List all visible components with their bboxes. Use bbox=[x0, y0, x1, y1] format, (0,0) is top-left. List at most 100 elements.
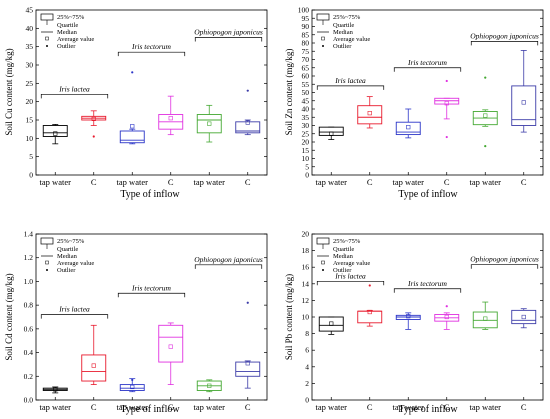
group-label: Iris lactea bbox=[334, 271, 366, 280]
y-tick-label: 0.4 bbox=[24, 348, 34, 357]
group-bracket-2: Ophiopogon japonicus bbox=[470, 255, 539, 269]
bracket-line bbox=[393, 67, 462, 72]
bracket-line bbox=[470, 264, 539, 269]
y-tick-label: 80 bbox=[302, 39, 310, 48]
box-5 bbox=[511, 308, 537, 329]
group-label: Iris tectorum bbox=[407, 279, 448, 288]
box-mean bbox=[130, 384, 135, 390]
x-axis-title: Type of inflow bbox=[120, 189, 180, 200]
y-tick-label: 30 bbox=[302, 121, 310, 130]
box-mean bbox=[53, 387, 58, 392]
box-outlier bbox=[445, 305, 448, 308]
box-outlier bbox=[484, 145, 487, 148]
y-tick-label: 35 bbox=[302, 113, 310, 122]
box-mean bbox=[245, 120, 250, 125]
box-mean bbox=[329, 321, 334, 326]
y-tick-label: 0 bbox=[305, 396, 309, 405]
y-tick-label: 55 bbox=[302, 80, 310, 89]
legend-outlier-label: Outlier bbox=[333, 267, 352, 274]
y-tick-label: 14 bbox=[302, 279, 310, 288]
box-outlier bbox=[246, 301, 249, 304]
group-bracket-1: Iris tectorum bbox=[117, 42, 186, 57]
box-4 bbox=[472, 76, 498, 148]
box-mean bbox=[91, 363, 96, 368]
legend-whisker-label: Quartile bbox=[57, 22, 78, 29]
box-2 bbox=[395, 312, 421, 330]
x-tick-label: C bbox=[168, 177, 174, 187]
box-0 bbox=[42, 124, 68, 145]
box-iqr bbox=[81, 354, 107, 382]
y-tick-label: 10 bbox=[302, 313, 310, 322]
y-axis-title: Soil Cd content (mg/kg) bbox=[4, 273, 14, 360]
group-label: Iris lactea bbox=[58, 305, 90, 314]
y-tick-label: 95 bbox=[302, 14, 310, 23]
x-tick-label: tap water bbox=[470, 177, 502, 187]
y-tick-label: 45 bbox=[26, 6, 34, 15]
y-tick-label: 1.0 bbox=[24, 277, 34, 286]
bracket-line bbox=[316, 280, 385, 286]
y-tick-label: 90 bbox=[302, 22, 310, 31]
x-tick-label: tap water bbox=[393, 402, 425, 412]
box-iqr bbox=[318, 316, 344, 332]
y-tick-label: 0.8 bbox=[24, 301, 34, 310]
y-tick-label: 60 bbox=[302, 72, 310, 81]
box-mean bbox=[245, 361, 250, 366]
group-bracket-2: Ophiopogon japonicus bbox=[194, 28, 263, 42]
y-tick-label: 10 bbox=[26, 134, 34, 143]
bracket-line bbox=[316, 85, 385, 90]
x-tick-label: C bbox=[245, 177, 251, 187]
x-tick-label: C bbox=[521, 177, 527, 187]
y-tick-label: 50 bbox=[302, 88, 310, 97]
box-outlier bbox=[368, 284, 371, 287]
group-bracket-2: Ophiopogon japonicus bbox=[194, 255, 263, 269]
box-4 bbox=[196, 104, 222, 143]
box-iqr bbox=[119, 130, 145, 144]
group-bracket-1: Iris tectorum bbox=[393, 58, 462, 72]
box-iqr bbox=[235, 121, 261, 134]
bracket-line bbox=[40, 314, 109, 319]
y-tick-label: 85 bbox=[302, 30, 310, 39]
group-bracket-2: Ophiopogon japonicus bbox=[470, 31, 539, 46]
box-mean bbox=[367, 111, 372, 116]
legend-box-swatch bbox=[40, 237, 54, 245]
y-tick-label: 45 bbox=[302, 96, 310, 105]
group-label: Iris lactea bbox=[58, 84, 90, 93]
x-tick-label: C bbox=[91, 402, 97, 412]
box-iqr bbox=[119, 384, 145, 391]
legend-avg-label: Average value bbox=[57, 36, 94, 43]
box-2 bbox=[119, 378, 145, 393]
box-1 bbox=[81, 110, 107, 138]
legend-avg-label: Average value bbox=[57, 260, 94, 267]
bracket-line bbox=[117, 51, 186, 57]
group-bracket-0: Iris lactea bbox=[316, 76, 385, 90]
y-tick-label: 0.6 bbox=[24, 324, 34, 333]
y-tick-label: 0 bbox=[305, 171, 309, 180]
y-tick-label: 6 bbox=[305, 346, 309, 355]
box-mean bbox=[91, 116, 96, 121]
box-2 bbox=[395, 108, 421, 139]
box-outlier bbox=[445, 79, 448, 83]
box-outlier bbox=[246, 89, 249, 92]
y-tick-label: 8 bbox=[305, 329, 309, 338]
y-tick-label: 5 bbox=[29, 152, 33, 161]
legend-avg-swatch bbox=[45, 36, 49, 41]
y-tick-label: 0 bbox=[29, 171, 33, 180]
box-iqr bbox=[158, 324, 184, 363]
x-tick-label: tap water bbox=[117, 177, 149, 187]
y-tick-label: 16 bbox=[302, 263, 310, 272]
y-tick-label: 0.2 bbox=[24, 372, 34, 381]
legend-median-label: Median bbox=[57, 29, 78, 36]
x-axis-title: Type of inflow bbox=[120, 404, 180, 415]
bracket-line bbox=[40, 93, 109, 99]
legend-outlier-swatch bbox=[46, 269, 48, 271]
box-iqr bbox=[357, 310, 383, 324]
legend-whisker-label: Quartile bbox=[333, 246, 354, 253]
box-outlier bbox=[484, 76, 487, 79]
group-label: Iris lactea bbox=[334, 76, 366, 85]
box-mean bbox=[367, 309, 372, 315]
y-tick-label: 30 bbox=[26, 61, 34, 70]
x-tick-label: tap water bbox=[316, 402, 348, 412]
x-tick-label: C bbox=[444, 402, 450, 412]
